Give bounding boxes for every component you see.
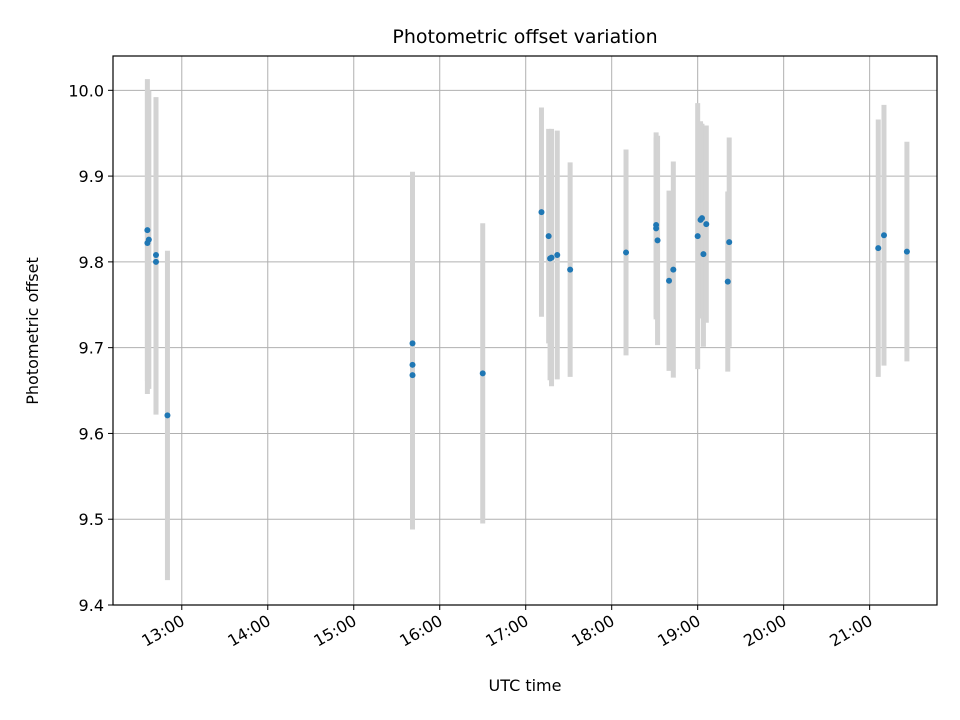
chart-title: Photometric offset variation — [392, 26, 657, 48]
data-point — [623, 249, 630, 256]
y-tick-label: 9.8 — [79, 253, 104, 272]
y-tick-label: 9.9 — [79, 167, 104, 186]
data-point — [548, 254, 555, 261]
data-point — [145, 236, 152, 243]
data-point — [538, 209, 545, 216]
data-point — [152, 258, 159, 265]
data-point — [700, 251, 707, 258]
data-point — [698, 215, 705, 222]
y-tick-label: 9.6 — [79, 424, 104, 443]
data-point — [152, 252, 159, 259]
data-point — [670, 266, 677, 273]
data-point — [880, 232, 887, 239]
data-point — [164, 412, 171, 419]
y-tick-label: 10.0 — [68, 81, 104, 100]
y-tick-label: 9.5 — [79, 510, 104, 529]
data-point — [666, 277, 673, 284]
data-point — [409, 340, 416, 347]
data-point — [545, 233, 552, 240]
data-point — [726, 239, 733, 246]
data-point — [409, 361, 416, 368]
plot-area-frame — [112, 55, 938, 606]
data-point — [653, 225, 660, 232]
data-point — [144, 227, 151, 234]
data-point — [654, 237, 661, 244]
data-point — [409, 372, 416, 379]
data-point — [694, 233, 701, 240]
data-point — [567, 266, 574, 273]
data-point — [479, 370, 486, 377]
data-point — [903, 248, 910, 255]
data-points — [144, 209, 910, 419]
y-tick-label: 9.4 — [79, 596, 104, 615]
x-axis-label: UTC time — [489, 676, 562, 695]
grid-lines — [113, 56, 937, 606]
y-axis-label: Photometric offset — [23, 257, 42, 405]
y-tick-label: 9.7 — [79, 339, 104, 358]
data-point — [554, 252, 561, 259]
y-axis-ticks: 9.4 9.5 9.6 9.7 9.8 9.9 10.0 — [68, 81, 113, 615]
data-point — [703, 221, 710, 228]
data-point — [875, 245, 882, 252]
data-point — [724, 278, 731, 285]
